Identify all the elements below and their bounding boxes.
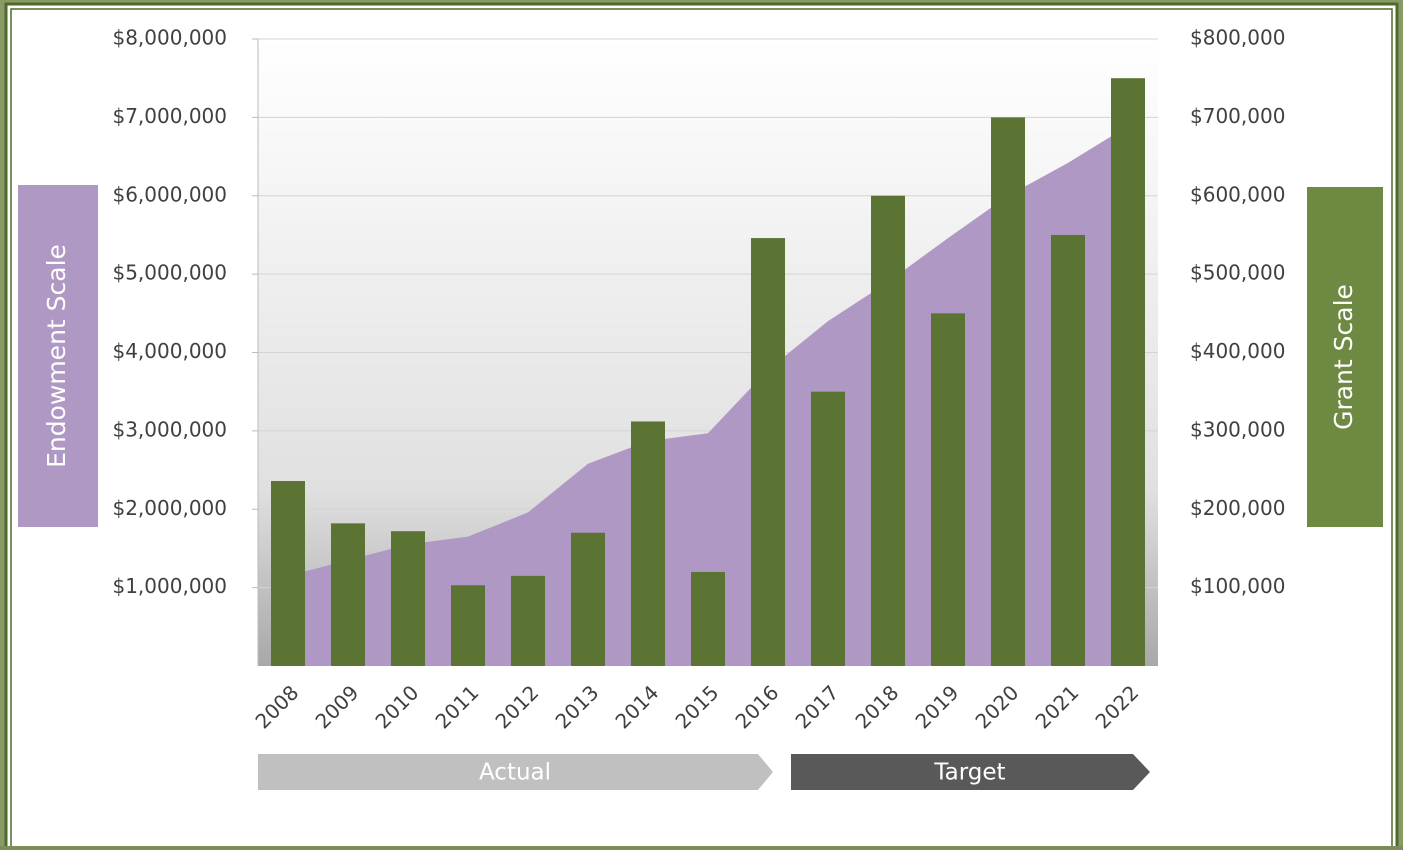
- bar: [1111, 78, 1145, 666]
- y2-tick-label: $100,000: [1190, 574, 1285, 598]
- y2-axis-title: Grant Scale: [1329, 284, 1358, 430]
- bar: [631, 421, 665, 666]
- y-tick-label: $3,000,000: [112, 417, 227, 441]
- y2-tick-label: $500,000: [1190, 261, 1285, 285]
- bar: [991, 117, 1025, 666]
- y2-tick-label: $800,000: [1190, 26, 1285, 50]
- y2-tick-label: $200,000: [1190, 496, 1285, 520]
- bar: [691, 572, 725, 666]
- chart: Endowment Scale Grant Scale Actual Targe…: [0, 0, 1403, 846]
- y-axis-title: Endowment Scale: [42, 244, 71, 468]
- bar: [751, 238, 785, 666]
- y-tick-label: $7,000,000: [112, 104, 227, 128]
- y-tick-label: $6,000,000: [112, 182, 227, 206]
- bar: [331, 523, 365, 666]
- y-tick-label: $2,000,000: [112, 496, 227, 520]
- bar: [451, 585, 485, 666]
- bar: [811, 392, 845, 666]
- y-tick-label: $8,000,000: [112, 26, 227, 50]
- bar: [511, 576, 545, 666]
- bar: [1051, 235, 1085, 666]
- bar: [871, 196, 905, 666]
- annotation: Target: [933, 760, 1005, 786]
- y-tick-label: $5,000,000: [112, 261, 227, 285]
- y-tick-label: $4,000,000: [112, 339, 227, 363]
- bar: [391, 531, 425, 666]
- bar: [931, 313, 965, 666]
- y2-tick-label: $600,000: [1190, 182, 1285, 206]
- page: Endowment Scale Grant Scale Actual Targe…: [0, 0, 1403, 846]
- y2-tick-label: $400,000: [1190, 339, 1285, 363]
- bar: [571, 533, 605, 666]
- y2-tick-label: $300,000: [1190, 417, 1285, 441]
- bar: [271, 481, 305, 666]
- annotation: Actual: [479, 760, 551, 786]
- y2-tick-label: $700,000: [1190, 104, 1285, 128]
- y-tick-label: $1,000,000: [112, 574, 227, 598]
